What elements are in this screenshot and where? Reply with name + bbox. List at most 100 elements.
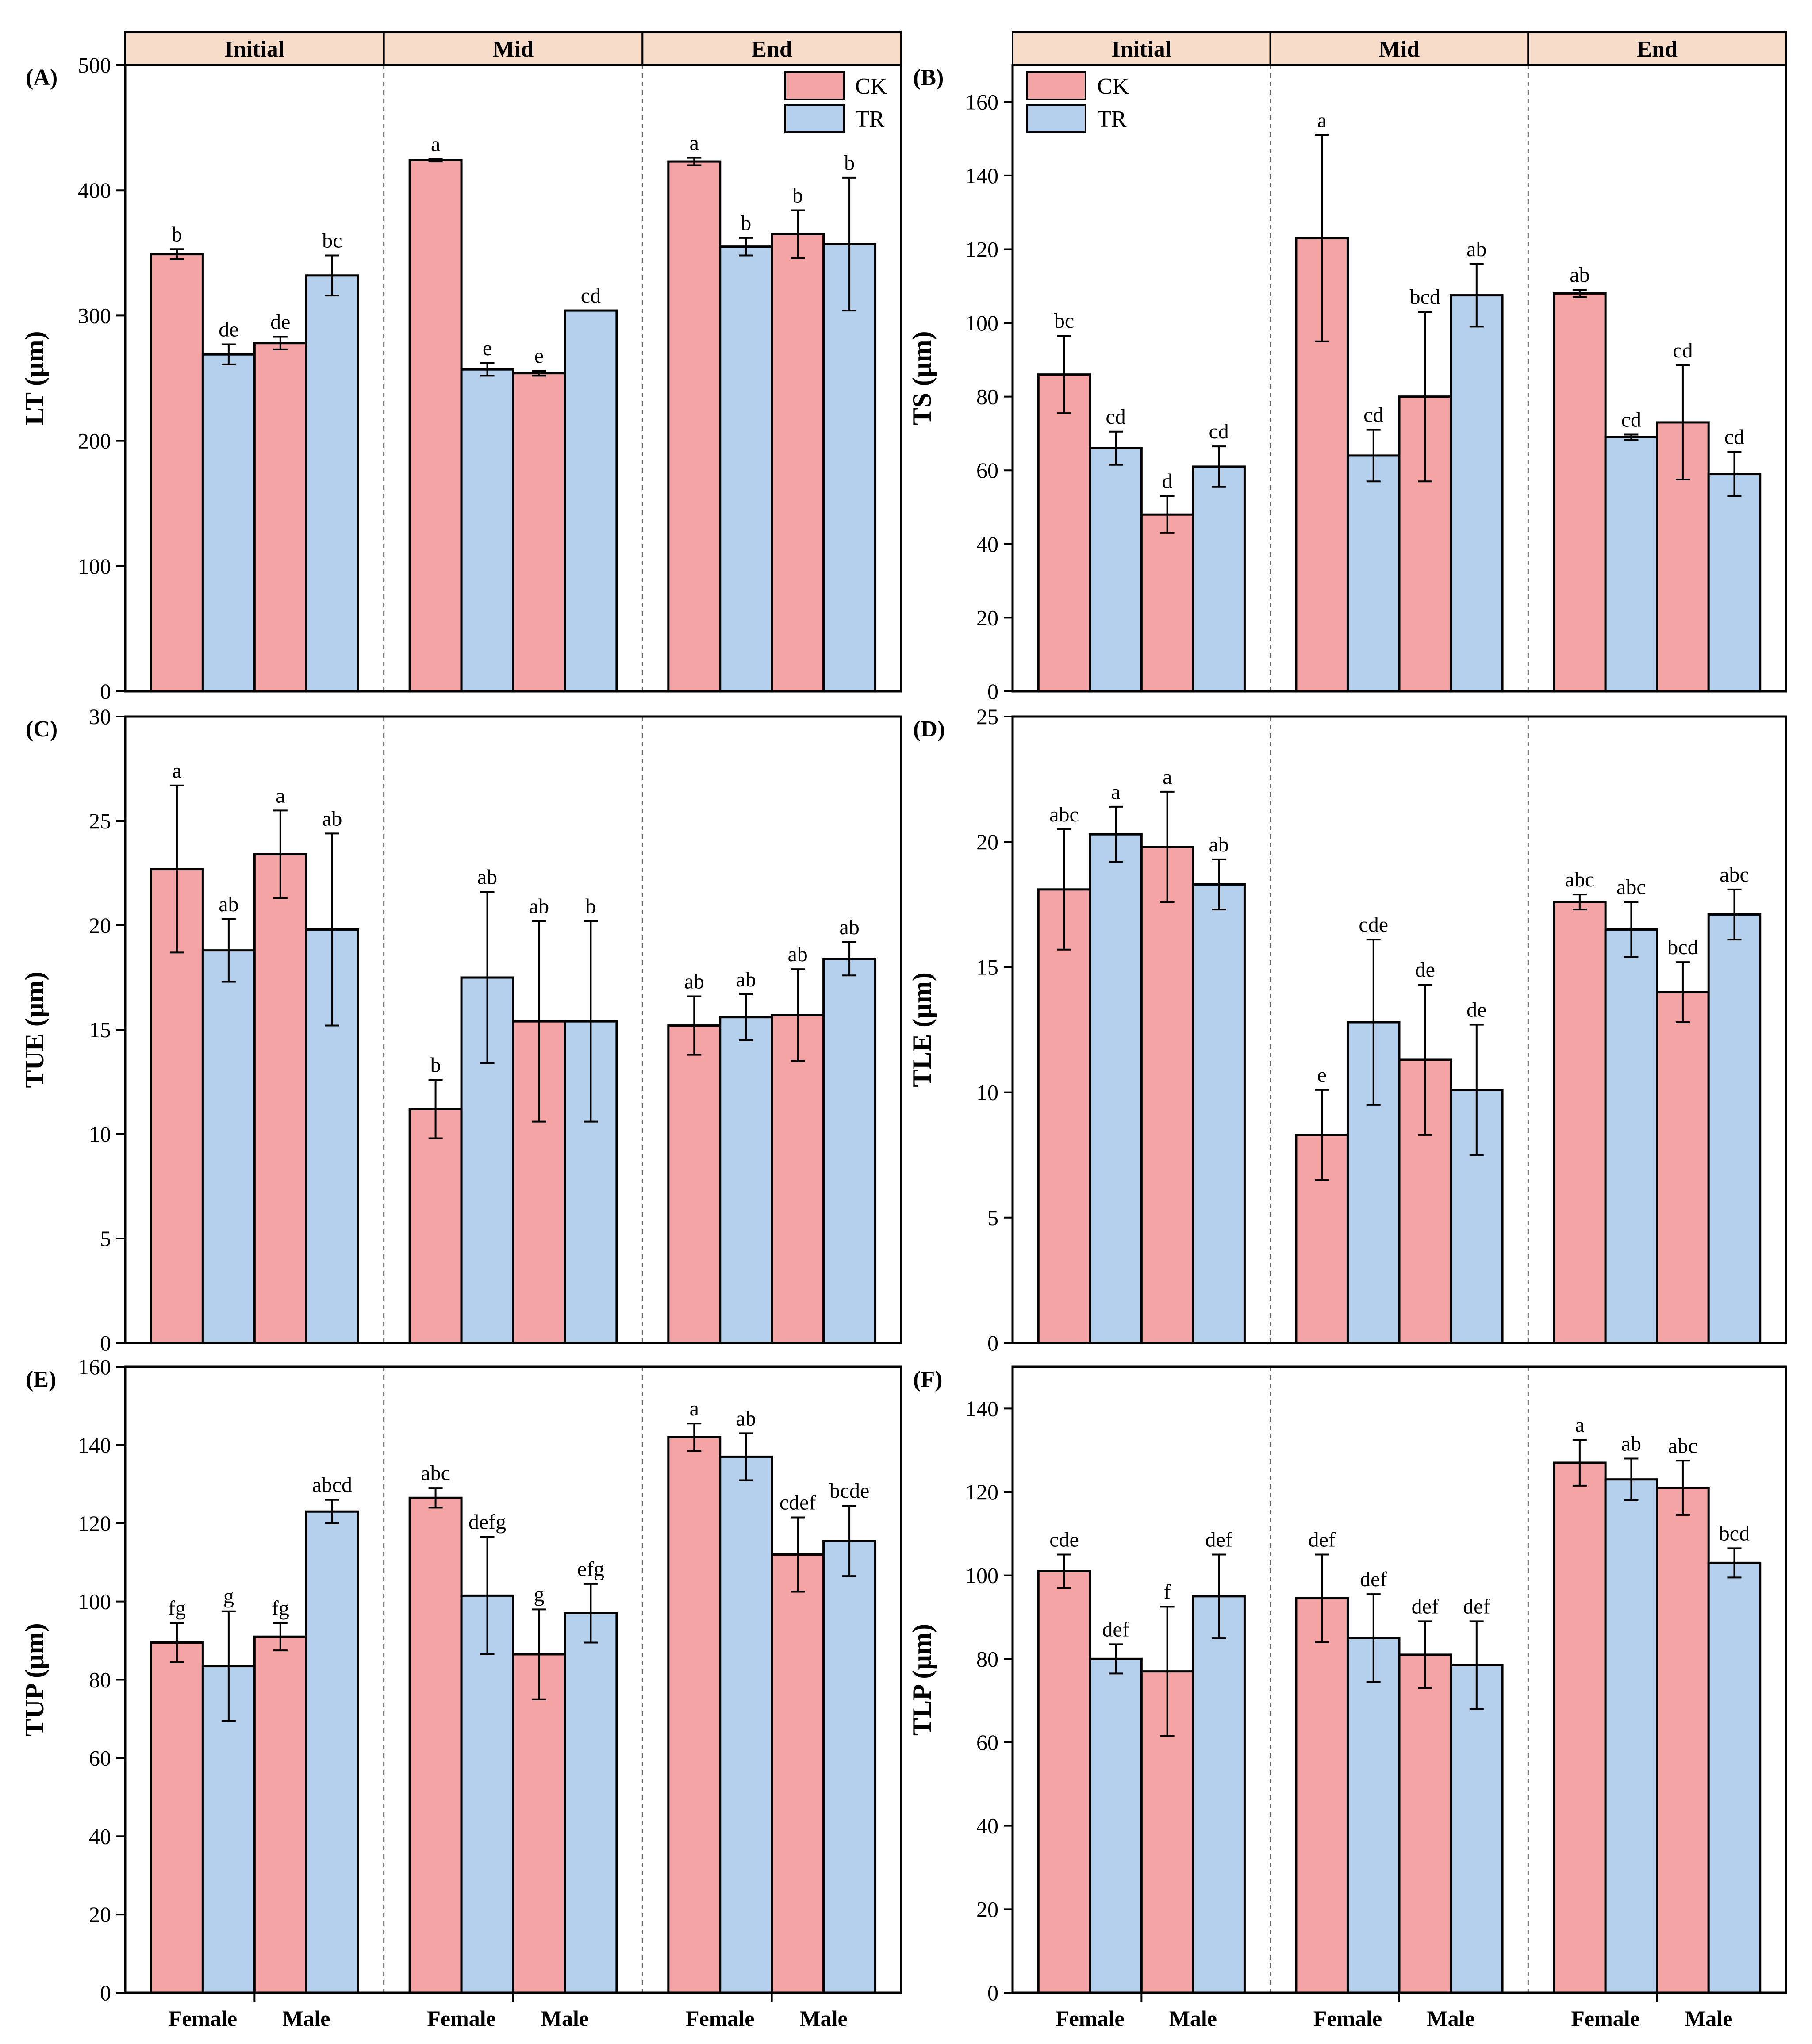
y-tick-label: 20 bbox=[89, 1902, 111, 1927]
bar-tr bbox=[822, 1540, 877, 1994]
significance-letter: cd bbox=[1363, 403, 1383, 427]
significance-letter: efg bbox=[577, 1557, 604, 1581]
y-tick-label: 100 bbox=[965, 311, 998, 335]
y-tick-label: 120 bbox=[78, 1511, 111, 1536]
y-tick-label: 80 bbox=[976, 384, 998, 409]
significance-letter: de bbox=[1466, 998, 1486, 1022]
significance-letter: bc bbox=[322, 229, 342, 252]
significance-letter: ab bbox=[736, 1407, 756, 1430]
facet-label: Mid bbox=[1379, 37, 1420, 62]
y-tick-label: 200 bbox=[78, 429, 111, 453]
bar-ck bbox=[1656, 991, 1710, 1344]
y-tick-label: 140 bbox=[965, 163, 998, 188]
y-axis-label: TS (µm) bbox=[907, 331, 937, 426]
y-tick-label: 160 bbox=[965, 89, 998, 114]
significance-letter: b bbox=[844, 151, 855, 175]
legend-label: TR bbox=[855, 107, 885, 132]
significance-letter: de bbox=[219, 318, 238, 341]
y-axis-label: TUE (µm) bbox=[20, 972, 49, 1088]
significance-letter: fg bbox=[168, 1596, 186, 1620]
y-tick-label: 15 bbox=[976, 955, 998, 979]
x-category-label: Male bbox=[1427, 2006, 1474, 2031]
significance-letter: a bbox=[431, 132, 440, 156]
y-tick-label: 30 bbox=[89, 704, 111, 729]
bar-tr bbox=[1450, 294, 1504, 693]
significance-letter: e bbox=[534, 344, 544, 368]
panel-label: (A) bbox=[26, 65, 58, 90]
significance-letter: cd bbox=[1724, 426, 1744, 449]
significance-letter: abcd bbox=[312, 1473, 352, 1497]
significance-letter: ab bbox=[322, 807, 342, 830]
significance-letter: a bbox=[690, 131, 699, 155]
legend: CK TR bbox=[784, 71, 887, 133]
y-tick-label: 25 bbox=[976, 704, 998, 729]
facet-strip bbox=[124, 31, 385, 66]
bar-ck bbox=[1398, 1653, 1452, 1994]
bar-ck bbox=[771, 1014, 825, 1344]
facet-label: End bbox=[1636, 37, 1678, 62]
bar-tr bbox=[1192, 1595, 1246, 1994]
y-tick-label: 20 bbox=[976, 829, 998, 854]
significance-letter: def bbox=[1102, 1618, 1129, 1641]
y-tick-label: 100 bbox=[78, 554, 111, 579]
significance-letter: cd bbox=[1209, 420, 1228, 443]
bar-ck bbox=[253, 342, 307, 693]
y-tick-label: 120 bbox=[965, 1480, 998, 1504]
plot-border bbox=[1011, 715, 1787, 1344]
x-category-label: Female bbox=[686, 2006, 754, 2031]
bar-tr bbox=[719, 1016, 773, 1344]
significance-letter: a bbox=[1163, 765, 1172, 789]
significance-letter: def bbox=[1309, 1528, 1336, 1552]
bar-tr bbox=[201, 949, 256, 1344]
y-tick-label: 140 bbox=[78, 1433, 111, 1457]
significance-letter: cde bbox=[1359, 913, 1388, 936]
significance-letter: abc bbox=[1565, 868, 1595, 891]
significance-letter: bcd bbox=[1719, 1522, 1750, 1545]
y-tick-label: 300 bbox=[78, 303, 111, 328]
panel-b: Initial Mid End bc cd d cd a cd bcd ab ab cd cd cd 0 20 4… bbox=[907, 31, 1787, 704]
bar-ck bbox=[1553, 1461, 1607, 1994]
legend-label: TR bbox=[1097, 107, 1127, 132]
significance-letter: cdef bbox=[779, 1491, 816, 1514]
bar-tr bbox=[1192, 883, 1246, 1344]
significance-letter: cd bbox=[581, 284, 601, 307]
significance-letter: de bbox=[270, 311, 290, 334]
significance-letter: def bbox=[1412, 1595, 1439, 1618]
x-category-label: Female bbox=[1056, 2006, 1124, 2031]
significance-letter: ab bbox=[1621, 1432, 1641, 1456]
significance-letter: ab bbox=[529, 895, 549, 918]
y-tick-label: 100 bbox=[965, 1563, 998, 1588]
facet-strip bbox=[383, 31, 644, 66]
y-tick-label: 400 bbox=[78, 178, 111, 203]
bar-ck bbox=[667, 160, 722, 693]
significance-letter: f bbox=[1164, 1580, 1171, 1603]
significance-letter: a bbox=[172, 759, 181, 782]
y-axis-label: TLP (µm) bbox=[907, 1624, 937, 1736]
bar-ck bbox=[150, 1641, 204, 1994]
y-tick-label: 100 bbox=[78, 1589, 111, 1614]
plot-border bbox=[1011, 64, 1787, 693]
bar-tr bbox=[1604, 928, 1658, 1344]
bar-tr bbox=[1604, 436, 1658, 693]
significance-letter: def bbox=[1360, 1568, 1387, 1591]
bar-ck bbox=[512, 1653, 566, 1994]
y-tick-label: 500 bbox=[78, 53, 111, 77]
legend-swatch-tr bbox=[1026, 104, 1086, 133]
bar-ck bbox=[1553, 292, 1607, 693]
significance-letter: b bbox=[585, 895, 596, 918]
significance-letter: abc bbox=[421, 1461, 450, 1485]
y-tick-label: 0 bbox=[100, 1331, 111, 1355]
significance-letter: bcd bbox=[1667, 936, 1698, 959]
panel-label: (D) bbox=[913, 717, 945, 742]
bar-ck bbox=[1656, 1487, 1710, 1994]
bar-tr bbox=[1707, 1561, 1762, 1994]
panel-a: Initial Mid End b de de bc a e e cd a b b b 0 100 200 300 4… bbox=[20, 31, 902, 704]
plot-border bbox=[124, 64, 902, 693]
panel-c: a ab a ab b ab ab b ab ab ab ab 0 5 10 15 20 25 30 TUE (µm)… bbox=[20, 704, 902, 1355]
x-category-label: Male bbox=[541, 2006, 589, 2031]
y-axis-label: TUP (µm) bbox=[20, 1623, 49, 1736]
bar-tr bbox=[1450, 1664, 1504, 1994]
facet-strip bbox=[1012, 31, 1271, 66]
bar-ck bbox=[408, 159, 463, 693]
